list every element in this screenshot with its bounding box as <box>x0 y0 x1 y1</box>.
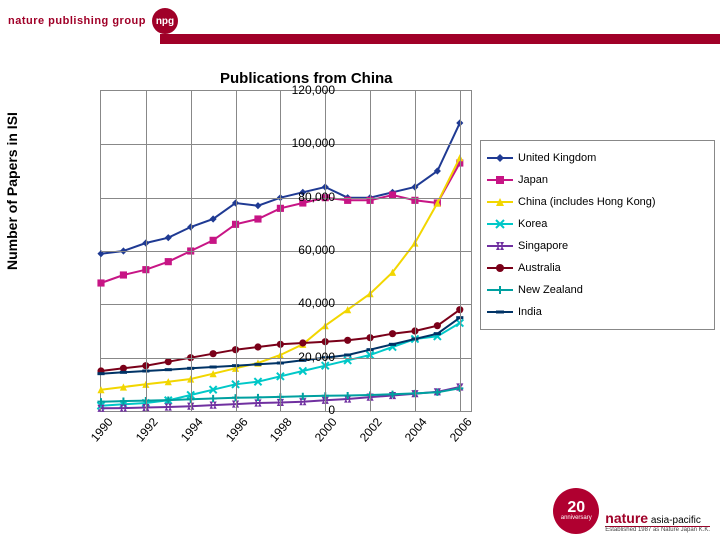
gridline-v <box>236 91 237 411</box>
y-axis-label: Number of Papers in ISI <box>4 112 20 270</box>
legend-label: Australia <box>518 262 561 274</box>
legend-item: China (includes Hong Kong) <box>485 191 710 213</box>
anniversary-badge-icon: 20 anniversary <box>553 488 599 534</box>
legend-item: Japan <box>485 169 710 191</box>
legend-swatch-icon <box>487 267 513 269</box>
legend-swatch-icon <box>487 179 513 181</box>
x-tick-label: 1998 <box>259 415 295 455</box>
badge-number: 20 <box>567 501 585 515</box>
y-tick-label: 100,000 <box>275 136 335 150</box>
y-tick-label: 80,000 <box>275 190 335 204</box>
x-tick-label: 2000 <box>304 415 340 455</box>
x-tick-label: 1990 <box>79 415 115 455</box>
y-tick-label: 60,000 <box>275 243 335 257</box>
x-tick-label: 1994 <box>169 415 205 455</box>
gridline-v <box>415 91 416 411</box>
gridline-v <box>191 91 192 411</box>
legend-swatch-icon <box>487 311 513 313</box>
legend-label: India <box>518 306 542 318</box>
legend-label: Singapore <box>518 240 568 252</box>
legend-item: Singapore <box>485 235 710 257</box>
gridline-v <box>370 91 371 411</box>
header-bar <box>160 34 720 44</box>
legend-swatch-icon <box>487 201 513 203</box>
legend-swatch-icon <box>487 157 513 159</box>
footer-est: Established 1987 as Nature Japan K.K. <box>605 526 710 534</box>
legend-label: China (includes Hong Kong) <box>518 196 656 208</box>
brand: nature publishing group npg <box>8 8 178 34</box>
footer-asia: asia-pacific <box>651 515 701 526</box>
y-tick-label: 40,000 <box>275 296 335 310</box>
x-tick-label: 2006 <box>438 415 474 455</box>
legend-label: New Zealand <box>518 284 583 296</box>
legend-item: Korea <box>485 213 710 235</box>
chart: Publications from China Number of Papers… <box>20 70 710 460</box>
legend-item: United Kingdom <box>485 147 710 169</box>
footer-logo: 20 anniversary nature asia-pacific Estab… <box>553 488 710 534</box>
legend-swatch-icon <box>487 223 513 225</box>
footer-nature: nature <box>605 510 648 526</box>
header: nature publishing group npg <box>0 0 720 60</box>
legend-item: Australia <box>485 257 710 279</box>
y-tick-label: 20,000 <box>275 350 335 364</box>
footer-text: nature asia-pacific Established 1987 as … <box>605 511 710 534</box>
badge-sub: anniversary <box>561 516 592 521</box>
x-tick-label: 2004 <box>393 415 429 455</box>
legend: United Kingdom Japan China (includes Hong … <box>480 140 715 330</box>
legend-item: India <box>485 301 710 323</box>
x-tick-label: 1992 <box>124 415 160 455</box>
legend-label: Korea <box>518 218 547 230</box>
legend-label: United Kingdom <box>518 152 596 164</box>
y-tick-label: 120,000 <box>275 83 335 97</box>
x-tick-label: 1996 <box>214 415 250 455</box>
legend-swatch-icon <box>487 289 513 291</box>
gridline-v <box>460 91 461 411</box>
x-tick-label: 2002 <box>348 415 384 455</box>
gridline-v <box>146 91 147 411</box>
brand-text: nature publishing group <box>8 15 146 27</box>
brand-logo-icon: npg <box>152 8 178 34</box>
legend-item: New Zealand <box>485 279 710 301</box>
legend-swatch-icon <box>487 245 513 247</box>
legend-label: Japan <box>518 174 548 186</box>
